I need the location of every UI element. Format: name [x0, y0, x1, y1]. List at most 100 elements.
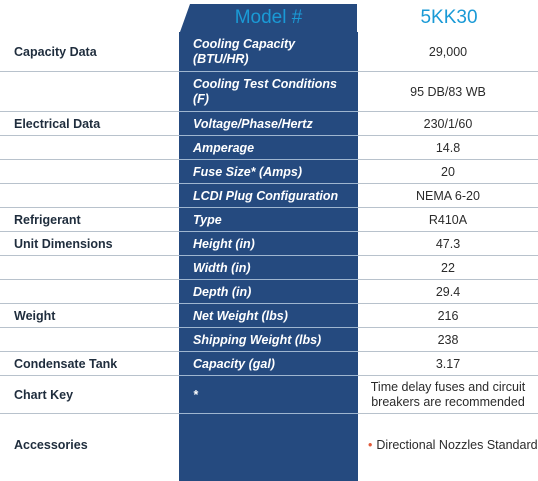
- row-label: Net Weight (lbs): [193, 308, 288, 323]
- model-header-shape: [180, 4, 357, 32]
- row-category: Electrical Data: [14, 117, 101, 131]
- row-divider: [0, 111, 179, 112]
- row-value: 47.3: [435, 236, 461, 251]
- row-label: *: [193, 387, 198, 402]
- table-row: Depth (in) 29.4: [0, 280, 538, 304]
- row-divider: [0, 279, 179, 280]
- row-divider: [358, 183, 538, 184]
- row-category: Weight: [14, 309, 56, 323]
- row-divider: [179, 351, 358, 352]
- table-row: Capacity Data Cooling Capacity (BTU/HR) 29…: [0, 32, 538, 72]
- row-divider: [358, 279, 538, 280]
- row-category: [14, 184, 179, 208]
- row-divider: [358, 111, 538, 112]
- table-row: Weight Net Weight (lbs) 216: [0, 304, 538, 328]
- row-divider: [179, 375, 358, 376]
- row-divider: [179, 327, 358, 328]
- row-label: Height (in): [193, 236, 255, 251]
- row-divider: [0, 351, 179, 352]
- row-value: 216: [437, 308, 459, 323]
- row-category: [14, 136, 179, 160]
- row-divider: [179, 303, 358, 304]
- table-row: Width (in) 22: [0, 256, 538, 280]
- row-value: • Directional Nozzles Standard: [358, 414, 538, 476]
- row-divider: [0, 327, 179, 328]
- row-value: 22: [441, 260, 455, 275]
- row-category: Unit Dimensions: [14, 237, 113, 251]
- table-row: Amperage 14.8: [0, 136, 538, 160]
- row-divider: [358, 159, 538, 160]
- row-divider: [0, 135, 179, 136]
- table-row: Fuse Size* (Amps) 20: [0, 160, 538, 184]
- row-category: Chart Key: [14, 388, 74, 402]
- row-divider: [0, 159, 179, 160]
- row-divider: [0, 413, 179, 414]
- row-value: NEMA 6-20: [416, 188, 480, 203]
- row-divider: [179, 183, 358, 184]
- row-divider: [179, 207, 358, 208]
- row-category: [14, 160, 179, 184]
- accessory-item: Directional Nozzles Standard: [376, 437, 538, 452]
- table-row: Cooling Test Conditions (F) 95 DB/83 WB: [0, 72, 538, 112]
- table-row: Electrical Data Voltage/Phase/Hertz 230/1/…: [0, 112, 538, 136]
- row-label: [193, 414, 351, 476]
- row-divider: [0, 231, 179, 232]
- table-row: Accessories • Directional Nozzles Standard: [0, 414, 538, 476]
- row-label: Fuse Size* (Amps): [193, 164, 303, 179]
- table-row: Chart Key * Time delay fuses and circuit b…: [0, 376, 538, 414]
- row-divider: [0, 375, 179, 376]
- row-divider: [0, 71, 179, 72]
- row-value: 14.8: [435, 140, 461, 155]
- row-category: [14, 72, 179, 112]
- table-row: Condensate Tank Capacity (gal) 3.17: [0, 352, 538, 376]
- model-header-label: Model #: [234, 7, 303, 28]
- row-divider: [358, 375, 538, 376]
- value-header-box: [360, 4, 538, 32]
- row-category: Refrigerant: [14, 213, 81, 227]
- row-label: Shipping Weight (lbs): [193, 332, 322, 347]
- row-divider: [0, 183, 179, 184]
- row-divider: [0, 207, 179, 208]
- row-divider: [358, 231, 538, 232]
- row-value: Time delay fuses and circuit breakers ar…: [370, 380, 526, 409]
- row-label: LCDI Plug Configuration: [193, 188, 339, 203]
- row-divider: [179, 135, 358, 136]
- row-divider: [358, 135, 538, 136]
- table-row: LCDI Plug Configuration NEMA 6-20: [0, 184, 538, 208]
- row-label: Voltage/Phase/Hertz: [193, 116, 313, 131]
- row-label: Capacity (gal): [193, 356, 275, 371]
- row-category: Condensate Tank: [14, 357, 118, 371]
- row-divider: [358, 303, 538, 304]
- row-label: Depth (in): [193, 284, 252, 299]
- row-label: Type: [193, 212, 222, 227]
- row-value: 20: [441, 164, 455, 179]
- row-divider: [179, 111, 358, 112]
- row-value: 3.17: [435, 356, 461, 371]
- table-row: Refrigerant Type R410A: [0, 208, 538, 232]
- row-divider: [358, 71, 538, 72]
- table-row: Shipping Weight (lbs) 238: [0, 328, 538, 352]
- row-category: Accessories: [14, 438, 88, 452]
- row-label: Cooling Capacity (BTU/HR): [193, 37, 296, 66]
- row-category: [14, 256, 179, 280]
- row-value: 230/1/60: [423, 116, 473, 131]
- row-divider: [179, 231, 358, 232]
- row-divider: [179, 255, 358, 256]
- row-divider: [179, 71, 358, 72]
- row-divider: [358, 327, 538, 328]
- table-row: Unit Dimensions Height (in) 47.3: [0, 232, 538, 256]
- row-value: 29.4: [435, 284, 461, 299]
- row-label: Amperage: [193, 140, 255, 155]
- row-label: Width (in): [193, 260, 251, 275]
- model-number: 5KK30: [420, 7, 478, 28]
- model-column-body: [179, 32, 358, 481]
- row-value: 238: [437, 332, 459, 347]
- row-divider: [358, 255, 538, 256]
- row-divider: [358, 207, 538, 208]
- row-divider: [179, 413, 358, 414]
- row-divider: [0, 303, 179, 304]
- row-category: Capacity Data: [14, 45, 97, 59]
- row-divider: [179, 279, 358, 280]
